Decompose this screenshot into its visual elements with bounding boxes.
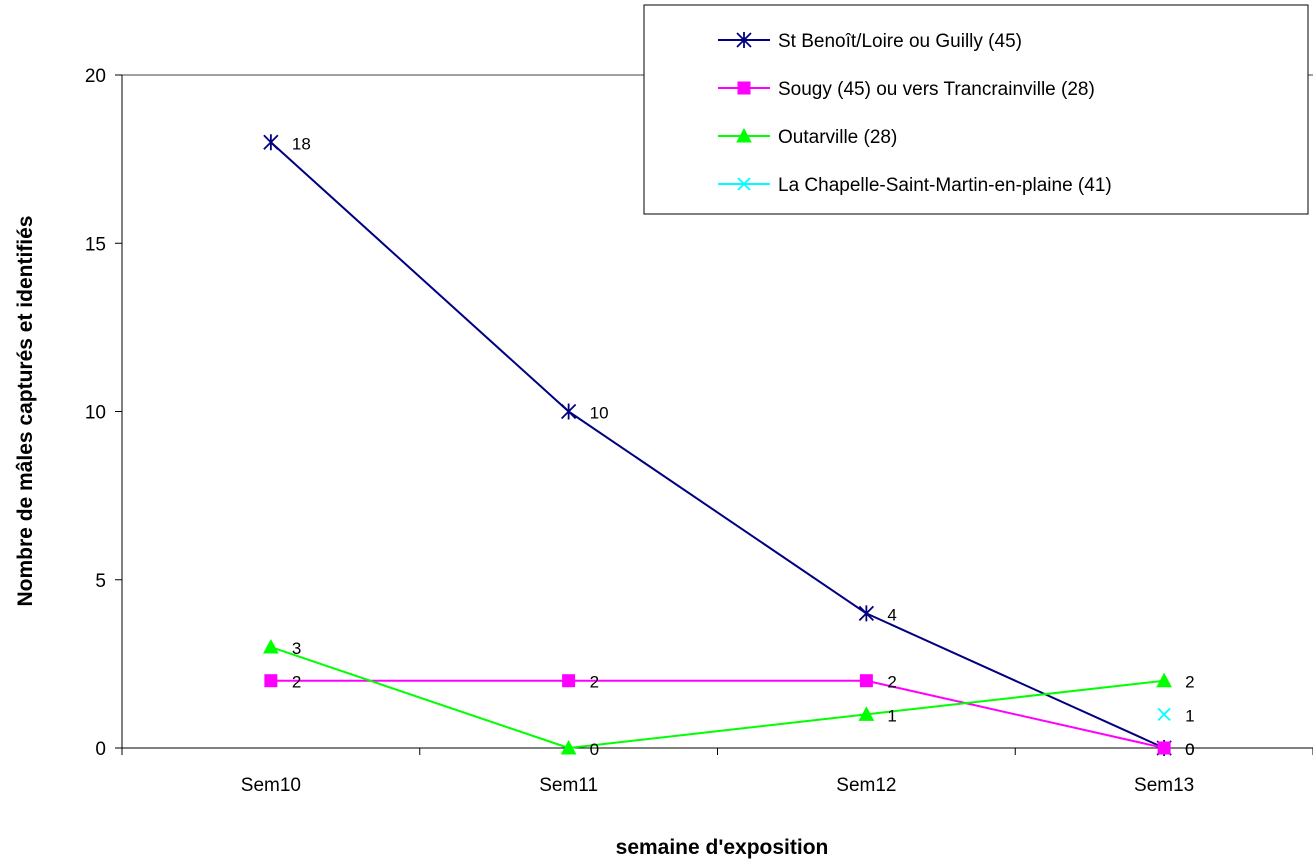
series-line-segment: [865, 612, 1165, 749]
series-line-segment: [866, 679, 1165, 749]
legend-label: Sougy (45) ou vers Trancrainville (28): [778, 79, 1095, 100]
data-point-marker: [562, 674, 576, 688]
legend-label: La Chapelle-Saint-Martin-en-plaine (41): [778, 175, 1112, 196]
series-line-segment: [568, 410, 867, 615]
data-point-marker: [560, 739, 577, 755]
data-label: 10: [590, 404, 609, 423]
x-tick-label: Sem11: [539, 775, 598, 796]
y-tick-label: 10: [85, 403, 106, 424]
data-label: 0: [1185, 740, 1194, 759]
series-4: 1: [1157, 706, 1195, 725]
legend-item: Outarville (28): [718, 127, 897, 148]
data-label: 2: [887, 673, 896, 692]
series-line-segment: [270, 141, 570, 413]
legend-marker: [737, 81, 751, 95]
data-label: 18: [292, 134, 311, 153]
y-tick-label: 15: [85, 234, 106, 255]
x-axis-title: semaine d'exposition: [616, 836, 829, 859]
legend-item: La Chapelle-Saint-Martin-en-plaine (41): [718, 175, 1112, 196]
legend-marker: [736, 127, 752, 143]
data-label: 0: [1185, 740, 1194, 759]
data-label: 1: [1185, 706, 1194, 725]
legend-label: St Benoît/Loire ou Guilly (45): [778, 31, 1022, 52]
data-point-marker: [1157, 707, 1171, 721]
data-point-marker: [858, 706, 875, 721]
data-label: 3: [292, 639, 301, 658]
series-line-segment: [270, 646, 569, 749]
x-tick-label: Sem12: [836, 775, 896, 796]
data-label: 1: [887, 706, 896, 725]
data-point-marker: [264, 674, 278, 688]
data-point-marker: [1157, 741, 1171, 755]
legend-marker: [737, 177, 751, 191]
legend: St Benoît/Loire ou Guilly (45) Sougy (45)…: [643, 4, 1309, 215]
data-label: 2: [590, 673, 599, 692]
series-2: 2 2 2 0: [264, 673, 1195, 759]
data-point-marker: [859, 674, 873, 688]
legend-item: Sougy (45) ou vers Trancrainville (28): [718, 79, 1095, 100]
data-label: 4: [887, 605, 896, 624]
series-line-segment: [568, 713, 867, 749]
x-tick-label: Sem13: [1134, 775, 1194, 796]
y-tick-label: 5: [95, 571, 106, 592]
legend-label: Outarville (28): [778, 127, 897, 148]
data-label: 2: [1185, 673, 1194, 692]
data-point-marker: [263, 638, 279, 654]
legend-item: St Benoît/Loire ou Guilly (45): [718, 31, 1022, 52]
data-label: 0: [590, 740, 599, 759]
series-line-segment: [866, 679, 1165, 716]
data-point-marker: [560, 403, 577, 420]
legend-marker: [736, 32, 752, 48]
series-3: 3 0 1 2: [263, 638, 1195, 759]
data-point-marker: [858, 605, 875, 622]
x-tick-label: Sem10: [241, 775, 301, 796]
y-axis-title: Nombre de mâles capturés et identifiés: [14, 216, 37, 607]
y-tick-label: 20: [85, 66, 106, 87]
data-label: 2: [292, 673, 301, 692]
y-tick-label: 0: [95, 739, 106, 760]
data-point-marker: [1156, 672, 1172, 688]
data-point-marker: [263, 134, 279, 151]
